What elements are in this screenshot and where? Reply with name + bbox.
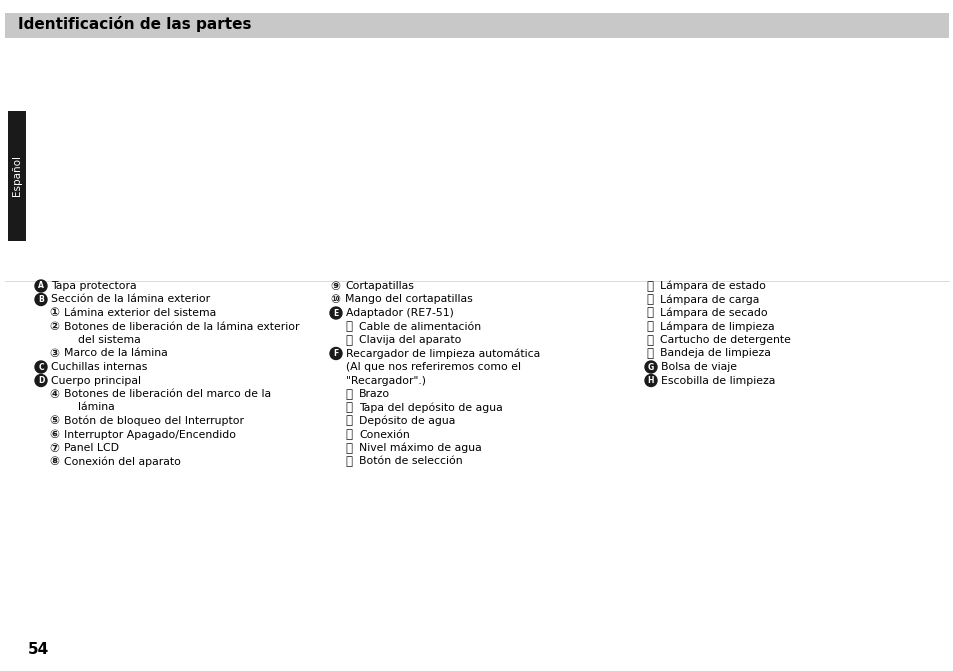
Text: Botón de bloqueo del Interruptor: Botón de bloqueo del Interruptor <box>64 416 244 426</box>
Text: ⑪: ⑪ <box>345 320 352 333</box>
Text: Lámpara de estado: Lámpara de estado <box>659 280 765 291</box>
Text: ⑫: ⑫ <box>345 333 352 346</box>
Text: Conexión: Conexión <box>358 429 410 440</box>
Text: ㉑: ㉑ <box>646 307 653 319</box>
Text: ㉓: ㉓ <box>646 333 653 346</box>
Text: Depósito de agua: Depósito de agua <box>358 416 455 426</box>
Circle shape <box>35 293 47 305</box>
Circle shape <box>35 374 47 386</box>
Text: Marco de la lámina: Marco de la lámina <box>64 348 168 358</box>
Text: Conexión del aparato: Conexión del aparato <box>64 456 181 467</box>
Text: Identificación de las partes: Identificación de las partes <box>18 16 252 32</box>
Text: ⑩: ⑩ <box>330 293 339 306</box>
Text: 54: 54 <box>28 641 50 656</box>
Text: Escobilla de limpieza: Escobilla de limpieza <box>660 376 775 386</box>
Text: ⑭: ⑭ <box>345 401 352 414</box>
Text: Botones de liberación del marco de la: Botones de liberación del marco de la <box>64 389 271 399</box>
Text: lámina: lámina <box>78 403 114 413</box>
Circle shape <box>644 374 657 386</box>
Text: ㉒: ㉒ <box>646 320 653 333</box>
Text: ⑤: ⑤ <box>49 415 59 427</box>
Text: ①: ① <box>49 307 59 319</box>
Text: Cuerpo principal: Cuerpo principal <box>51 376 141 386</box>
Text: Cuchillas internas: Cuchillas internas <box>51 362 147 372</box>
Text: C: C <box>38 362 44 372</box>
Text: B: B <box>38 295 44 304</box>
Text: Lámpara de limpieza: Lámpara de limpieza <box>659 321 774 331</box>
Text: Cortapatillas: Cortapatillas <box>345 281 414 291</box>
Text: ⑱: ⑱ <box>345 455 352 468</box>
Text: G: G <box>647 362 654 372</box>
Text: (Al que nos referiremos como el: (Al que nos referiremos como el <box>346 362 520 372</box>
Text: ㉔: ㉔ <box>646 347 653 360</box>
Circle shape <box>35 361 47 373</box>
Text: ⑰: ⑰ <box>345 442 352 454</box>
Text: E: E <box>333 309 338 317</box>
Text: ⑮: ⑮ <box>345 415 352 427</box>
FancyBboxPatch shape <box>5 13 948 38</box>
Text: Clavija del aparato: Clavija del aparato <box>358 335 461 345</box>
Text: Panel LCD: Panel LCD <box>64 443 119 453</box>
Text: del sistema: del sistema <box>78 335 141 345</box>
Text: ⑥: ⑥ <box>49 428 59 441</box>
Text: ②: ② <box>49 320 59 333</box>
Text: D: D <box>38 376 44 385</box>
Text: "Recargador".): "Recargador".) <box>346 376 426 386</box>
Text: ⑦: ⑦ <box>49 442 59 454</box>
Text: ③: ③ <box>49 347 59 360</box>
Text: Botones de liberación de la lámina exterior: Botones de liberación de la lámina exter… <box>64 321 299 331</box>
Text: Lámina exterior del sistema: Lámina exterior del sistema <box>64 308 216 318</box>
Text: A: A <box>38 282 44 291</box>
Text: Mango del cortapatillas: Mango del cortapatillas <box>345 295 473 305</box>
Text: ⑨: ⑨ <box>330 280 339 293</box>
Circle shape <box>644 361 657 373</box>
Text: Español: Español <box>12 156 22 197</box>
Circle shape <box>330 348 341 360</box>
Text: H: H <box>647 376 654 385</box>
Text: Lámpara de carga: Lámpara de carga <box>659 295 759 305</box>
Text: ⑯: ⑯ <box>345 428 352 441</box>
Text: ⑬: ⑬ <box>345 387 352 401</box>
FancyBboxPatch shape <box>8 111 26 241</box>
Text: Recargador de limpieza automática: Recargador de limpieza automática <box>346 348 539 359</box>
Text: Tapa del depósito de agua: Tapa del depósito de agua <box>358 402 502 413</box>
Text: ⑳: ⑳ <box>646 293 653 306</box>
Text: Bolsa de viaje: Bolsa de viaje <box>660 362 737 372</box>
Text: ④: ④ <box>49 387 59 401</box>
Text: Lámpara de secado: Lámpara de secado <box>659 308 767 318</box>
Text: Cartucho de detergente: Cartucho de detergente <box>659 335 790 345</box>
Text: Nivel máximo de agua: Nivel máximo de agua <box>358 443 481 453</box>
Circle shape <box>35 280 47 292</box>
Text: F: F <box>333 349 338 358</box>
Text: Botón de selección: Botón de selección <box>358 456 462 466</box>
Circle shape <box>330 307 341 319</box>
Text: Bandeja de limpieza: Bandeja de limpieza <box>659 348 770 358</box>
Text: Sección de la lámina exterior: Sección de la lámina exterior <box>51 295 210 305</box>
Text: ⑲: ⑲ <box>646 280 653 293</box>
Text: Brazo: Brazo <box>358 389 390 399</box>
Text: Cable de alimentación: Cable de alimentación <box>358 321 480 331</box>
Text: Interruptor Apagado/Encendido: Interruptor Apagado/Encendido <box>64 429 235 440</box>
Text: Tapa protectora: Tapa protectora <box>51 281 136 291</box>
Text: ⑧: ⑧ <box>49 455 59 468</box>
Text: Adaptador (RE7-51): Adaptador (RE7-51) <box>346 308 454 318</box>
